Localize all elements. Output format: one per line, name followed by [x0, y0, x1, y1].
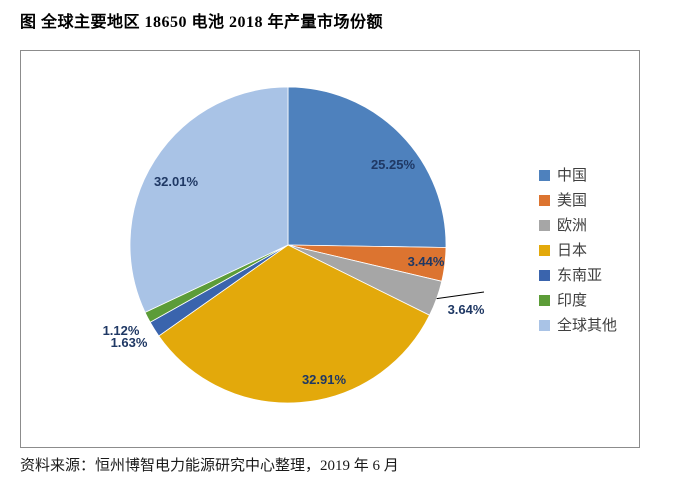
legend-label: 中国: [557, 167, 588, 184]
data-label-6: 1.12%: [103, 323, 140, 338]
legend-swatch-icon: [539, 245, 550, 256]
legend-swatch-icon: [539, 170, 550, 181]
pie-chart: 25.25% 3.44% 3.64% 32.91% 1.63%1.12% 32.01%: [103, 86, 485, 404]
legend-item-6: 印度: [539, 288, 617, 313]
legend-label: 印度: [557, 292, 588, 309]
legend-item-5: 东南亚: [539, 263, 617, 288]
data-label-3: 3.64%: [448, 302, 485, 317]
legend-item-4: 日本: [539, 238, 617, 263]
legend-item-3: 欧洲: [539, 213, 617, 238]
legend-swatch-icon: [539, 220, 550, 231]
legend-label: 美国: [557, 192, 588, 209]
chart-title: 图 全球主要地区 18650 电池 2018 年产量市场份额: [20, 14, 384, 31]
legend-item-1: 中国: [539, 163, 617, 188]
legend-swatch-icon: [539, 320, 550, 331]
leader-line: [436, 291, 485, 300]
pie-slice-7: [129, 86, 289, 313]
data-label-4: 32.91%: [302, 372, 347, 387]
data-label-5: 1.63%: [111, 335, 148, 350]
legend-label: 欧洲: [557, 217, 588, 234]
data-label-1: 25.25%: [371, 157, 416, 172]
legend: 中国美国欧洲日本东南亚印度全球其他: [539, 163, 617, 338]
legend-item-2: 美国: [539, 188, 617, 213]
legend-label: 东南亚: [557, 267, 603, 284]
legend-item-7: 全球其他: [539, 313, 617, 338]
source-note: 资料来源：恒州博智电力能源研究中心整理，2019 年 6 月: [20, 458, 399, 474]
chart-area: 25.25% 3.44% 3.64% 32.91% 1.63% 1.12% 32.01% 中…: [20, 50, 640, 448]
legend-swatch-icon: [539, 195, 550, 206]
legend-swatch-icon: [539, 295, 550, 306]
pie-slice-4: [158, 244, 431, 404]
data-label-2: 3.44%: [408, 254, 445, 269]
data-label-7: 32.01%: [154, 174, 199, 189]
pie-slice-1: [287, 86, 447, 248]
legend-label: 日本: [557, 242, 588, 259]
legend-label: 全球其他: [557, 317, 618, 334]
legend-swatch-icon: [539, 270, 550, 281]
